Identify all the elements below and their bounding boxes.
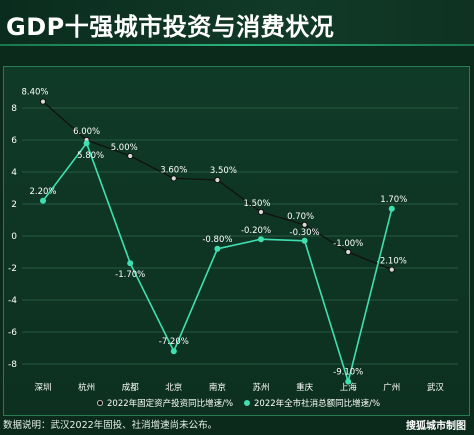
data-label: 0.70% (287, 212, 314, 222)
y-tick-label: 8 (11, 104, 17, 114)
series-2-point (345, 378, 352, 385)
data-label: 3.60% (160, 165, 187, 175)
data-label: 1.50% (243, 199, 270, 209)
data-label: 3.50% (210, 166, 237, 176)
data-label: 1.70% (380, 195, 407, 205)
series-1-point (170, 175, 177, 182)
series-2-point (258, 236, 264, 243)
series-2-point (214, 245, 221, 252)
legend-marker-series-2 (244, 400, 250, 406)
series-1-point (257, 208, 265, 216)
data-label: -0.30% (290, 228, 320, 238)
data-label: -0.20% (241, 226, 271, 236)
series-2-point (127, 260, 134, 267)
data-label: -9.10% (333, 368, 363, 378)
series-1-point (127, 152, 134, 160)
x-tick-label: 重庆 (296, 382, 314, 393)
header-band (0, 0, 474, 46)
y-tick-label: 0 (11, 232, 17, 242)
series-1-point (301, 221, 308, 228)
x-tick-label: 南京 (209, 382, 226, 393)
data-label: 6.00% (73, 127, 100, 137)
source-credit: 搜狐城市制图 (406, 421, 466, 432)
y-tick-label: -8 (8, 360, 17, 370)
series-1-point (214, 176, 221, 184)
page-title: GDP十强城市投资与消费状况 (6, 13, 335, 41)
data-label: -2.10% (377, 257, 407, 267)
data-label: -7.20% (159, 337, 189, 347)
y-tick-label: -4 (8, 296, 17, 306)
x-tick-label: 上海 (340, 382, 358, 393)
data-label: -0.80% (202, 235, 232, 245)
data-label: -1.70% (115, 270, 145, 280)
data-label: 5.80% (77, 151, 104, 161)
y-tick-label: 4 (11, 168, 17, 178)
data-label: 2.20% (29, 187, 56, 197)
series-1-point (388, 266, 395, 273)
series-2-point (301, 237, 308, 244)
series-2-point (170, 348, 177, 355)
legend-label-series-2: 2022年全市社消总额同比增速/% (254, 398, 380, 409)
x-tick-label: 成都 (122, 382, 140, 393)
data-label: 5.00% (111, 143, 138, 153)
x-tick-label: 杭州 (78, 382, 95, 393)
y-tick-label: -6 (8, 328, 17, 338)
x-tick-label: 广州 (383, 382, 400, 393)
series-2-point (40, 197, 46, 204)
legend-label-series-1: 2022年固定资产投资同比增速/% (107, 398, 233, 409)
data-label: -1.00% (333, 239, 363, 249)
x-tick-label: 北京 (165, 382, 182, 393)
y-tick-label: 2 (11, 200, 17, 210)
series-2-point (388, 205, 395, 212)
title-accent-line (0, 44, 474, 46)
series-1-point (39, 98, 47, 105)
series-2-point (83, 140, 90, 147)
x-tick-label: 武汉 (427, 382, 445, 393)
y-tick-label: -2 (8, 264, 17, 274)
data-label: 8.40% (21, 88, 48, 98)
chart-panel (3, 66, 470, 416)
data-note: 数据说明：武汉2022年固投、社消增速尚未公布。 (3, 420, 218, 431)
y-tick-label: 6 (11, 136, 17, 146)
legend-marker-series-1 (97, 399, 104, 406)
x-tick-label: 苏州 (252, 382, 269, 393)
x-tick-label: 深圳 (34, 382, 51, 393)
series-1-point (345, 248, 352, 256)
